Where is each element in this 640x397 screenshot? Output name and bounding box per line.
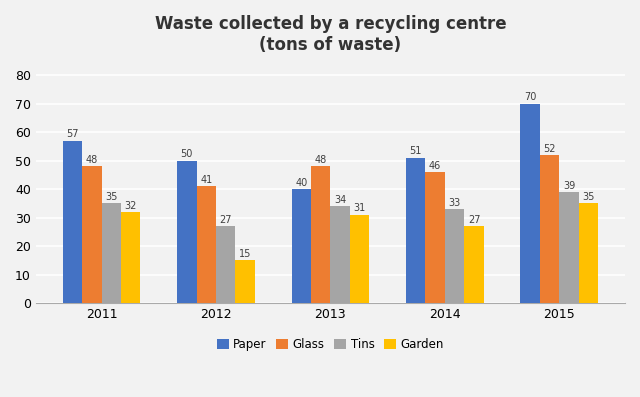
Text: 39: 39 — [563, 181, 575, 191]
Bar — [330, 206, 350, 303]
Text: 27: 27 — [220, 215, 232, 225]
Text: 52: 52 — [543, 144, 556, 154]
Bar — [406, 158, 426, 303]
Text: 27: 27 — [468, 215, 480, 225]
Bar — [102, 203, 121, 303]
Bar — [121, 212, 140, 303]
Text: 34: 34 — [334, 195, 346, 205]
Bar — [196, 186, 216, 303]
Bar — [82, 166, 102, 303]
Bar — [292, 189, 311, 303]
Text: 35: 35 — [582, 192, 595, 202]
Bar — [465, 226, 484, 303]
Text: 40: 40 — [295, 178, 307, 188]
Bar — [177, 161, 196, 303]
Bar — [63, 141, 82, 303]
Text: 35: 35 — [105, 192, 118, 202]
Bar — [559, 192, 579, 303]
Text: 48: 48 — [86, 155, 98, 165]
Bar — [579, 203, 598, 303]
Text: 33: 33 — [449, 198, 461, 208]
Legend: Paper, Glass, Tins, Garden: Paper, Glass, Tins, Garden — [212, 333, 449, 356]
Title: Waste collected by a recycling centre
(tons of waste): Waste collected by a recycling centre (t… — [155, 15, 506, 54]
Bar — [216, 226, 236, 303]
Bar — [540, 155, 559, 303]
Text: 51: 51 — [410, 146, 422, 156]
Text: 48: 48 — [315, 155, 327, 165]
Bar — [236, 260, 255, 303]
Text: 15: 15 — [239, 249, 252, 259]
Text: 32: 32 — [125, 200, 137, 210]
Bar — [445, 209, 465, 303]
Bar — [426, 172, 445, 303]
Text: 57: 57 — [66, 129, 79, 139]
Bar — [350, 215, 369, 303]
Text: 46: 46 — [429, 161, 441, 171]
Bar — [520, 104, 540, 303]
Text: 50: 50 — [180, 149, 193, 159]
Text: 31: 31 — [353, 203, 365, 214]
Text: 70: 70 — [524, 92, 536, 102]
Bar — [311, 166, 330, 303]
Text: 41: 41 — [200, 175, 212, 185]
